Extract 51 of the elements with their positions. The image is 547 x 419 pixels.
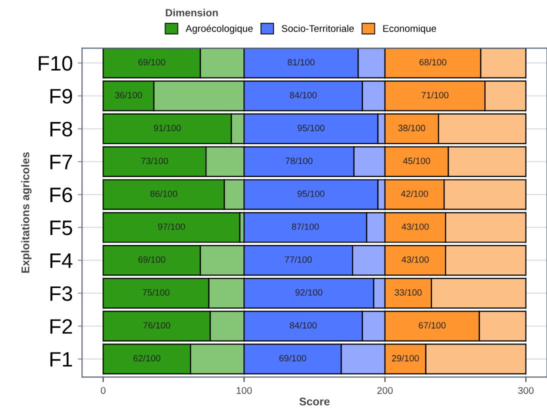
data-label: 33/100 — [394, 289, 422, 296]
data-label: 75/100 — [142, 289, 170, 296]
data-label: 95/100 — [298, 190, 324, 197]
x-axis-title: Score — [299, 398, 330, 406]
y-tick-label: F3 — [50, 286, 72, 301]
legend-label: Agroécologique — [186, 24, 253, 34]
data-label: 68/100 — [420, 58, 446, 66]
y-tick-label: F9 — [50, 88, 72, 104]
y-tick-label: F2 — [50, 319, 72, 334]
data-label: 38/100 — [398, 124, 426, 132]
x-tick-label: 300 — [518, 387, 534, 394]
x-tick-label: 0 — [100, 387, 106, 394]
legend-label: Economique — [383, 24, 436, 34]
y-axis-title: Exploitations agricoles — [21, 152, 32, 273]
x-tick-label: 100 — [236, 387, 252, 394]
data-label: 42/100 — [400, 190, 428, 197]
data-label: 43/100 — [402, 223, 429, 230]
data-label: 92/100 — [296, 289, 322, 296]
y-tick-label: F1 — [50, 352, 72, 367]
data-label: 29/100 — [392, 354, 419, 362]
data-label: 77/100 — [284, 256, 312, 263]
data-label: 78/100 — [286, 157, 312, 164]
bar — [102, 212, 240, 243]
y-tick-label: F6 — [50, 188, 72, 202]
data-label: 45/100 — [403, 157, 430, 164]
data-label: 87/100 — [292, 223, 319, 230]
data-label: 69/100 — [279, 354, 306, 362]
data-label: 76/100 — [143, 322, 170, 329]
legend-title: Dimension — [166, 8, 218, 16]
data-label: 95/100 — [298, 124, 324, 132]
y-tick-label: F10 — [38, 56, 72, 71]
data-label: 97/100 — [158, 223, 185, 230]
data-label: 73/100 — [141, 157, 168, 164]
data-label: 84/100 — [290, 322, 317, 329]
data-label: 91/100 — [154, 124, 181, 132]
y-tick-label: F5 — [50, 220, 72, 236]
data-label: 71/100 — [422, 92, 448, 98]
data-label: 62/100 — [134, 354, 160, 362]
data-label: 36/100 — [115, 92, 142, 98]
legend-label: Socio-Territoriale — [282, 24, 354, 32]
x-tick-label: 200 — [377, 387, 393, 394]
data-label: 81/100 — [288, 58, 315, 66]
data-label: 69/100 — [138, 58, 166, 66]
data-label: 69/100 — [138, 256, 166, 263]
y-tick-label: F8 — [50, 122, 72, 137]
data-label: 67/100 — [418, 322, 446, 329]
data-label: 86/100 — [150, 190, 178, 197]
y-tick-label: F7 — [50, 154, 72, 170]
data-label: 84/100 — [290, 92, 317, 98]
data-label: 43/100 — [402, 256, 429, 263]
y-tick-label: F4 — [50, 254, 72, 268]
